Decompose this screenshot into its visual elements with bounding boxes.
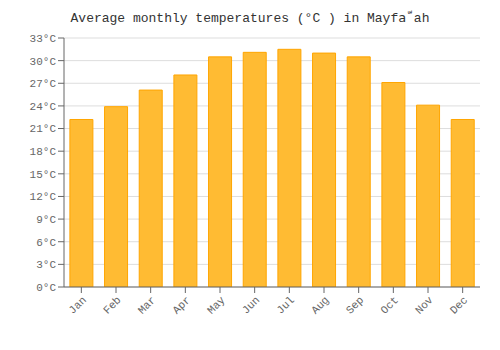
svg-text:12°C: 12°C: [30, 191, 57, 203]
svg-text:Jun: Jun: [240, 294, 262, 316]
svg-text:Jan: Jan: [66, 294, 88, 316]
svg-text:21°C: 21°C: [30, 123, 57, 135]
svg-text:May: May: [205, 294, 228, 317]
svg-text:Aug: Aug: [309, 294, 331, 316]
svg-text:15°C: 15°C: [30, 169, 57, 181]
svg-text:33°C: 33°C: [30, 33, 57, 45]
svg-text:Oct: Oct: [378, 294, 400, 316]
svg-text:30°C: 30°C: [30, 56, 57, 68]
svg-text:6°C: 6°C: [36, 237, 56, 249]
svg-text:Apr: Apr: [170, 294, 192, 316]
svg-text:9°C: 9°C: [36, 214, 56, 226]
svg-text:3°C: 3°C: [36, 259, 56, 271]
svg-text:Mar: Mar: [136, 294, 158, 316]
svg-text:27°C: 27°C: [30, 78, 57, 90]
svg-text:Feb: Feb: [101, 294, 123, 316]
html-text:Average monthly temperatures (: Average monthly temperatures (°C ) in Ma…: [70, 11, 430, 26]
svg-text:Jul: Jul: [274, 294, 296, 316]
svg-text:Sep: Sep: [344, 294, 366, 316]
svg-text:0°C: 0°C: [36, 282, 56, 294]
svg-text:18°C: 18°C: [30, 146, 57, 158]
svg-text:Nov: Nov: [413, 294, 436, 317]
svg-text:Dec: Dec: [448, 294, 470, 316]
svg-text:24°C: 24°C: [30, 101, 57, 113]
